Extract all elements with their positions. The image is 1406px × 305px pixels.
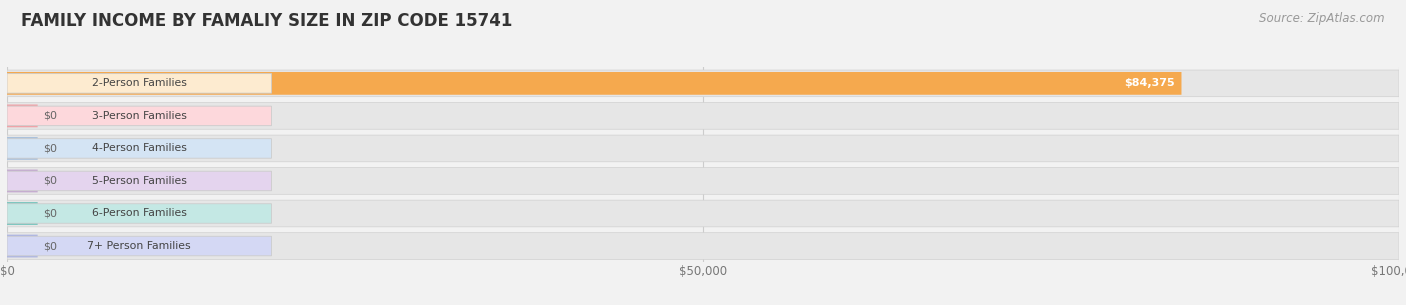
Text: FAMILY INCOME BY FAMALIY SIZE IN ZIP CODE 15741: FAMILY INCOME BY FAMALIY SIZE IN ZIP COD…: [21, 12, 512, 30]
Text: 4-Person Families: 4-Person Families: [91, 143, 187, 153]
Text: $0: $0: [44, 143, 56, 153]
Text: 3-Person Families: 3-Person Families: [91, 111, 187, 121]
FancyBboxPatch shape: [7, 235, 38, 257]
FancyBboxPatch shape: [7, 171, 271, 191]
Text: Source: ZipAtlas.com: Source: ZipAtlas.com: [1260, 12, 1385, 25]
Text: $0: $0: [44, 111, 56, 121]
FancyBboxPatch shape: [7, 74, 271, 93]
Text: $0: $0: [44, 176, 56, 186]
Text: $84,375: $84,375: [1123, 78, 1174, 88]
FancyBboxPatch shape: [7, 135, 1399, 162]
Text: 2-Person Families: 2-Person Families: [91, 78, 187, 88]
FancyBboxPatch shape: [7, 168, 1399, 194]
Text: $0: $0: [44, 241, 56, 251]
FancyBboxPatch shape: [7, 137, 38, 160]
FancyBboxPatch shape: [7, 204, 271, 223]
Text: $0: $0: [44, 209, 56, 218]
FancyBboxPatch shape: [7, 200, 1399, 227]
FancyBboxPatch shape: [7, 202, 38, 225]
Text: 7+ Person Families: 7+ Person Families: [87, 241, 191, 251]
FancyBboxPatch shape: [7, 236, 271, 256]
Text: 6-Person Families: 6-Person Families: [91, 209, 187, 218]
FancyBboxPatch shape: [7, 106, 271, 126]
FancyBboxPatch shape: [7, 139, 271, 158]
FancyBboxPatch shape: [7, 72, 1181, 95]
FancyBboxPatch shape: [7, 170, 38, 192]
FancyBboxPatch shape: [7, 70, 1399, 97]
Text: 5-Person Families: 5-Person Families: [91, 176, 187, 186]
FancyBboxPatch shape: [7, 233, 1399, 259]
FancyBboxPatch shape: [7, 102, 1399, 129]
FancyBboxPatch shape: [7, 105, 38, 127]
